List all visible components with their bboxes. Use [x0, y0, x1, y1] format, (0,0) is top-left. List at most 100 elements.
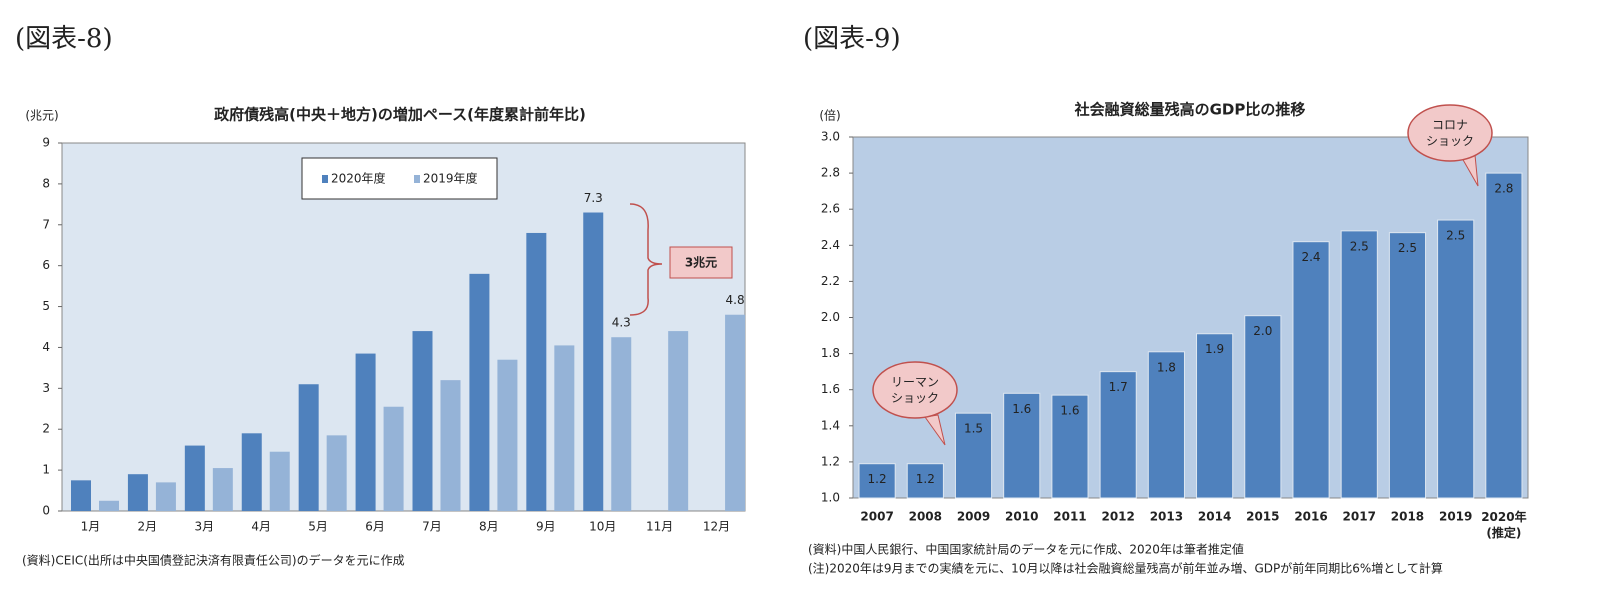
x-tick-label: 3月 [194, 520, 214, 534]
x-tick-label: 2018 [1391, 510, 1424, 524]
y-tick-label: 2.8 [821, 166, 840, 180]
x-tick-label: 2019 [1439, 510, 1472, 524]
bar [554, 345, 575, 511]
x-tick-label: 2013 [1150, 510, 1183, 524]
value-label: 2.8 [1494, 182, 1513, 196]
x-tick-label: 10月 [589, 520, 616, 534]
bar [99, 500, 119, 511]
y-tick-label: 1.6 [821, 382, 840, 396]
bar [412, 331, 433, 511]
x-tick-label: 5月 [308, 520, 328, 534]
bar [1003, 392, 1041, 499]
y-tick-label: 1.2 [821, 454, 840, 468]
bar [469, 273, 490, 511]
bar [1147, 351, 1185, 499]
x-tick-label: 2015 [1246, 510, 1279, 524]
value-label: 1.2 [868, 472, 887, 486]
note: (注)2020年は9月までの実績を元に、10月以降は社会融資総量残高が前年並み増… [808, 561, 1443, 576]
note: (資料)CEIC(出所は中央国債登記決済有限責任公司)のデータを元に作成 [22, 553, 405, 568]
x-tick-label: 7月 [422, 520, 442, 534]
legend-swatch [414, 175, 420, 183]
y-tick-label: 2.0 [821, 310, 840, 324]
y-tick-label: 1.4 [821, 418, 840, 432]
x-tick-label: 2017 [1343, 510, 1376, 524]
y-tick-label: 0 [42, 504, 50, 518]
y-tick-label: 4 [42, 340, 50, 354]
x-tick-label: 2009 [957, 510, 990, 524]
bar [127, 474, 148, 511]
bar [1051, 394, 1089, 499]
x-tick-label: 12月 [703, 520, 730, 534]
x-tick-label: 2008 [909, 510, 942, 524]
value-label: 1.6 [1012, 402, 1031, 416]
y-tick-label: 8 [42, 176, 50, 190]
y-tick-label: 2 [42, 422, 50, 436]
x-tick-label: 6月 [365, 520, 385, 534]
unit-label: (兆元) [25, 109, 58, 123]
bar [71, 480, 91, 511]
value-label: 1.8 [1157, 360, 1176, 374]
value-label: 1.6 [1060, 404, 1079, 418]
bar [1485, 172, 1523, 499]
value-label: 1.2 [916, 472, 935, 486]
x-tick-label: 2012 [1101, 510, 1134, 524]
y-tick-label: 2.2 [821, 274, 840, 288]
legend-label: 2019年度 [423, 171, 478, 186]
y-tick-label: 3.0 [821, 130, 840, 144]
x-tick-label: 2016 [1294, 510, 1327, 524]
callout [1407, 104, 1493, 162]
x-tick-label: 11月 [646, 520, 673, 534]
y-tick-label: 2.4 [821, 238, 840, 252]
y-tick-label: 9 [42, 136, 50, 150]
bar [184, 445, 205, 511]
bar [212, 468, 233, 511]
value-label: 1.9 [1205, 342, 1224, 356]
figure-label: (図表-9) [803, 24, 901, 54]
bar [611, 337, 632, 511]
annotation-box [669, 246, 733, 279]
bar [1340, 230, 1378, 499]
legend-label: 2020年度 [331, 171, 386, 186]
y-tick-label: 7 [42, 217, 50, 231]
x-tick-label: 2011 [1053, 510, 1086, 524]
bar [954, 412, 993, 499]
y-tick-label: 5 [42, 299, 50, 313]
unit-label: (倍) [819, 108, 840, 123]
bar [355, 353, 376, 511]
annotation: コロナショック [1426, 118, 1474, 148]
y-tick-label: 1.0 [821, 491, 840, 505]
bar [668, 331, 689, 511]
value-label: 1.7 [1109, 380, 1128, 394]
bar [383, 406, 404, 511]
bar [725, 314, 746, 511]
x-tick-label: 8月 [479, 520, 499, 534]
bar [298, 384, 319, 511]
bar [1099, 371, 1137, 499]
value-label: 2.5 [1398, 241, 1417, 255]
y-tick-label: 1 [42, 463, 50, 477]
bar [858, 463, 896, 499]
value-label: 7.3 [584, 191, 603, 205]
bar [269, 451, 290, 511]
bar [155, 482, 176, 511]
bar [1437, 219, 1475, 499]
value-label: 4.8 [726, 293, 745, 307]
x-tick-label: 9月 [536, 520, 556, 534]
figure-label: (図表-8) [15, 24, 113, 54]
value-label: 4.3 [612, 316, 631, 330]
x-tick-label: 1月 [81, 520, 101, 534]
bar [1292, 241, 1330, 499]
x-tick-label: 2月 [138, 520, 158, 534]
x-tick-label: 4月 [251, 520, 271, 534]
y-tick-label: 2.6 [821, 202, 840, 216]
x-tick-label: 2014 [1198, 510, 1231, 524]
bracket [629, 203, 663, 316]
bar [1196, 333, 1234, 499]
x-tick-label: 2010 [1005, 510, 1038, 524]
x-tick-label: 2020年(推定) [1481, 509, 1526, 540]
value-label: 1.5 [964, 422, 983, 436]
value-label: 2.5 [1446, 229, 1465, 243]
bar [526, 232, 547, 511]
